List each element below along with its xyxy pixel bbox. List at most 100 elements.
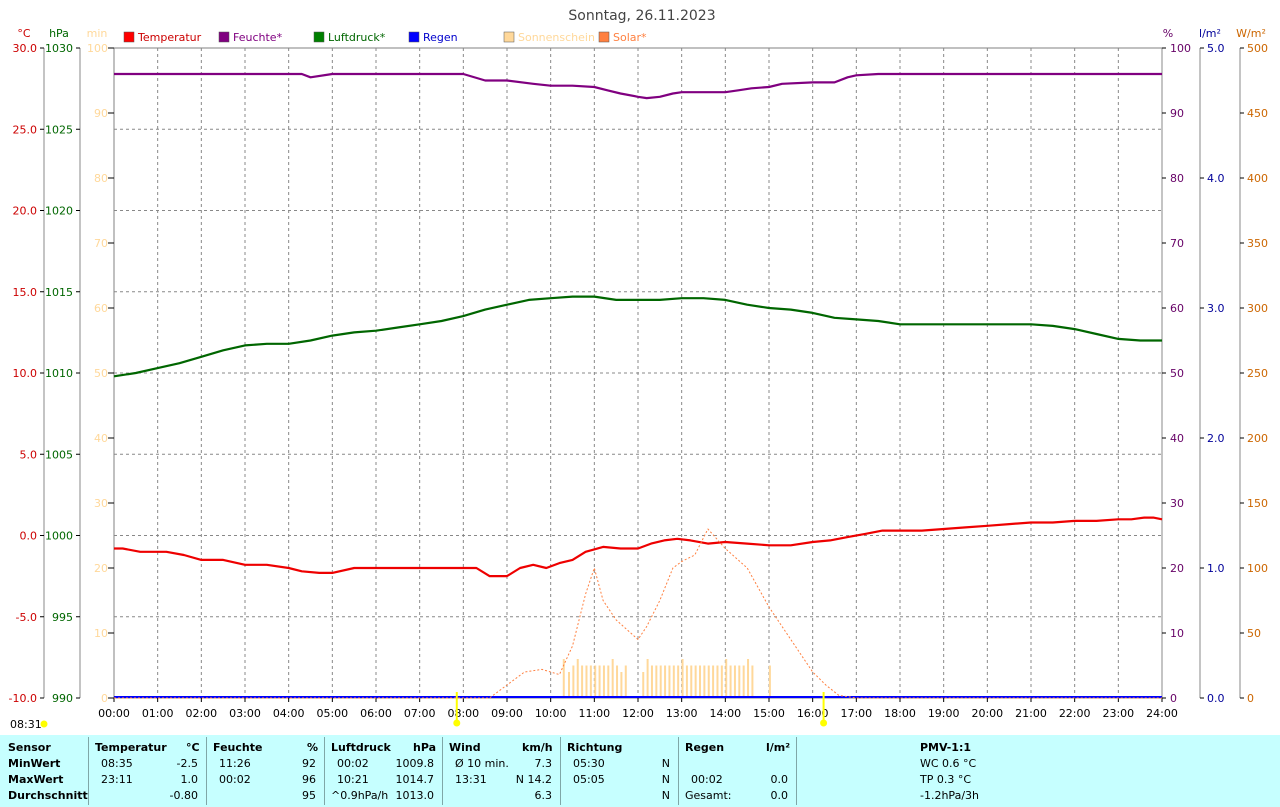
press-tick-label: 1005 <box>45 448 73 461</box>
time-markers: 08:31 <box>10 692 828 731</box>
sun_min-axis-label: min <box>87 27 108 40</box>
hum-tick-label: 90 <box>1170 107 1184 120</box>
time-label: 08:31 <box>10 718 42 731</box>
min-press-time: 00:02 <box>337 757 369 770</box>
hum-tick-label: 40 <box>1170 432 1184 445</box>
sunshine-bar <box>690 665 693 698</box>
legend-label: Luftdruck* <box>328 31 386 44</box>
sun_min-tick-label: 80 <box>94 172 108 185</box>
sun_min-tick-label: 0 <box>101 692 108 705</box>
rain-tick-label: 3.0 <box>1207 302 1225 315</box>
x-tick-label: 14:00 <box>709 707 741 720</box>
legend-label: Temperatur <box>137 31 202 44</box>
sunshine-bar <box>598 665 601 698</box>
col-feuchte: Feuchte <box>213 741 263 754</box>
sunshine-bar <box>703 665 706 698</box>
col-wind: Wind <box>449 741 481 754</box>
max-press-time: 10:21 <box>337 773 369 786</box>
sunshine-bar <box>768 665 771 698</box>
solar-tick-label: 200 <box>1247 432 1268 445</box>
press-tick-label: 1010 <box>45 367 73 380</box>
weather-chart: Sonntag, 26.11.2023 00:00 01:00 02:00 03:00… <box>9 8 1268 731</box>
legend-swatch <box>218 31 230 43</box>
press-tick-label: 1000 <box>45 530 73 543</box>
x-tick-label: 17:00 <box>840 707 872 720</box>
x-tick-label: 19:00 <box>928 707 960 720</box>
x-tick-label: 23:00 <box>1102 707 1134 720</box>
press-tick-label: 1030 <box>45 42 73 55</box>
temp-tick-label: -10.0 <box>9 692 37 705</box>
avg-press-trend: ^0.9hPa/h <box>331 789 389 802</box>
temp-tick-label: 10.0 <box>13 367 38 380</box>
sunshine-bar <box>581 665 584 698</box>
legend-swatch <box>408 31 420 43</box>
press-tick-label: 990 <box>52 692 73 705</box>
x-tick-label: 18:00 <box>884 707 916 720</box>
x-tick-label: 20:00 <box>971 707 1003 720</box>
temp-tick-label: 0.0 <box>20 530 38 543</box>
sunshine-bar <box>751 665 754 698</box>
hum-tick-label: 50 <box>1170 367 1184 380</box>
sunshine-bar <box>655 665 658 698</box>
solar-axis-label: W/m² <box>1236 27 1266 40</box>
min-wind-value: 7.3 <box>534 757 553 770</box>
sun_min-tick-label: 100 <box>87 42 108 55</box>
rain-tick-label: 5.0 <box>1207 42 1225 55</box>
sunshine-bar <box>677 665 680 698</box>
sun_min-tick-label: 40 <box>94 432 108 445</box>
max-rain-time: 00:02 <box>691 773 723 786</box>
col-feuchte-unit: % <box>307 741 319 754</box>
max-pmv: TP 0.3 °C <box>920 773 972 786</box>
avg-hum-value: 95 <box>302 789 316 802</box>
legend-label: Feuchte* <box>233 31 283 44</box>
sun-marker-dot <box>453 719 461 727</box>
sun_min-tick-label: 90 <box>94 107 108 120</box>
temp-tick-label: -5.0 <box>16 611 37 624</box>
col-regen: Regen <box>685 741 725 754</box>
hum-tick-label: 80 <box>1170 172 1184 185</box>
sun-marker-dot <box>820 719 828 727</box>
solar-tick-label: 350 <box>1247 237 1268 250</box>
min-hum-value: 92 <box>302 757 316 770</box>
temp-tick-label: 5.0 <box>20 448 38 461</box>
solar-tick-label: 250 <box>1247 367 1268 380</box>
axes: 00:00 01:00 02:00 03:00 04:00 05:00 06:00 07:00… <box>9 27 1268 720</box>
sunshine-bar <box>729 665 732 698</box>
solar-tick-label: 500 <box>1247 42 1268 55</box>
legend-label: Sonnenschein <box>518 31 595 44</box>
sunshine-bar <box>716 665 719 698</box>
x-tick-label: 22:00 <box>1059 707 1091 720</box>
max-dir-value: N <box>661 773 670 786</box>
avg-rain-value: 0.0 <box>770 789 789 802</box>
x-tick-label: 21:00 <box>1015 707 1047 720</box>
sunshine-bar <box>733 665 736 698</box>
x-tick-label: 13:00 <box>666 707 698 720</box>
sun_min-tick-label: 70 <box>94 237 108 250</box>
col-luftdruck: Luftdruck <box>331 741 391 754</box>
sunshine-bar <box>620 672 623 698</box>
sunshine-bar <box>572 665 575 698</box>
press-tick-label: 1015 <box>45 286 73 299</box>
avg-pmv: -1.2hPa/3h <box>920 789 979 802</box>
max-press-value: 1014.7 <box>395 773 435 786</box>
rain-tick-label: 0.0 <box>1207 692 1225 705</box>
series-solar <box>114 528 1162 699</box>
max-hum-time: 00:02 <box>219 773 251 786</box>
sun_min-tick-label: 10 <box>94 627 108 640</box>
hum-tick-label: 60 <box>1170 302 1184 315</box>
solar-tick-label: 150 <box>1247 497 1268 510</box>
avg-wind-value: 6.3 <box>534 789 553 802</box>
sunshine-bar <box>672 665 675 698</box>
sunshine-bar <box>602 665 605 698</box>
rain-axis-label: l/m² <box>1199 27 1221 40</box>
x-tick-label: 07:00 <box>404 707 436 720</box>
col-temperatur: Temperatur <box>95 741 167 754</box>
grid-lines <box>113 47 1163 699</box>
press-tick-label: 1020 <box>45 205 73 218</box>
min-dir-value: N <box>661 757 670 770</box>
col-wind-unit: km/h <box>522 741 553 754</box>
max-dir-time: 05:05 <box>573 773 605 786</box>
legend-swatch <box>598 31 610 43</box>
max-wind-label: 13:31 <box>455 773 487 786</box>
chart-title: Sonntag, 26.11.2023 <box>568 8 715 24</box>
